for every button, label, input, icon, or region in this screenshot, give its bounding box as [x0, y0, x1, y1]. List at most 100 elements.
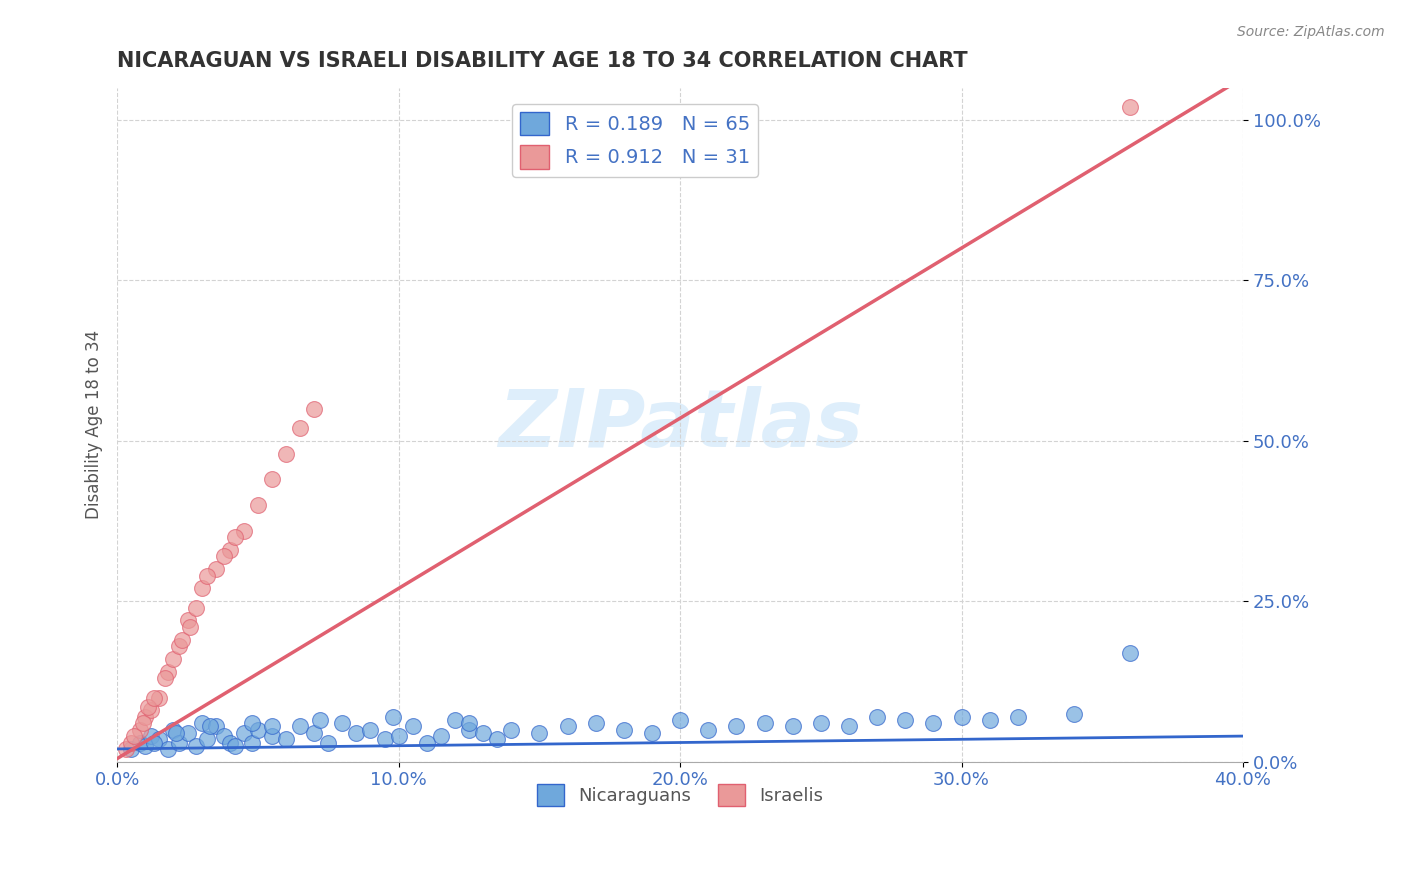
Point [148, 690, 170, 705]
Point [195, 568, 218, 582]
Point [260, 729, 283, 743]
Y-axis label: Disability Age 18 to 34: Disability Age 18 to 34 [86, 330, 103, 519]
Point [179, 620, 201, 634]
Point [894, 713, 917, 727]
Point [274, 732, 297, 747]
Point [167, 735, 190, 749]
Point [139, 703, 162, 717]
Point [1119, 100, 1142, 114]
Point [641, 726, 664, 740]
Point [134, 710, 156, 724]
Point [139, 729, 162, 743]
Point [810, 716, 832, 731]
Point [170, 632, 193, 647]
Point [153, 671, 176, 685]
Point [246, 723, 269, 737]
Point [232, 726, 254, 740]
Point [669, 713, 692, 727]
Point [382, 710, 405, 724]
Point [131, 716, 153, 731]
Point [486, 732, 509, 747]
Point [754, 716, 776, 731]
Point [240, 716, 263, 731]
Point [838, 719, 860, 733]
Point [114, 742, 136, 756]
Point [302, 726, 325, 740]
Point [302, 401, 325, 416]
Point [444, 713, 467, 727]
Point [330, 716, 353, 731]
Point [120, 735, 142, 749]
Point [156, 665, 179, 679]
Point [148, 732, 170, 747]
Point [142, 690, 165, 705]
Point [308, 713, 330, 727]
Point [950, 710, 973, 724]
Point [557, 719, 579, 733]
Point [218, 542, 240, 557]
Point [156, 742, 179, 756]
Point [402, 719, 425, 733]
Point [416, 735, 439, 749]
Point [501, 723, 523, 737]
Point [165, 726, 187, 740]
Point [288, 719, 311, 733]
Point [190, 716, 212, 731]
Point [274, 446, 297, 460]
Point [430, 729, 453, 743]
Point [260, 719, 283, 733]
Point [212, 549, 235, 564]
Point [613, 723, 636, 737]
Point [979, 713, 1001, 727]
Point [134, 739, 156, 753]
Point [782, 719, 804, 733]
Legend: Nicaraguans, Israelis: Nicaraguans, Israelis [529, 777, 831, 814]
Point [184, 739, 207, 753]
Point [232, 524, 254, 538]
Point [176, 614, 198, 628]
Point [246, 498, 269, 512]
Point [1007, 710, 1029, 724]
Point [585, 716, 607, 731]
Point [190, 582, 212, 596]
Point [866, 710, 889, 724]
Point [344, 726, 367, 740]
Point [218, 735, 240, 749]
Point [136, 700, 159, 714]
Point [1119, 646, 1142, 660]
Point [212, 729, 235, 743]
Point [122, 729, 145, 743]
Point [224, 739, 246, 753]
Point [162, 652, 184, 666]
Point [176, 726, 198, 740]
Text: Source: ZipAtlas.com: Source: ZipAtlas.com [1237, 25, 1385, 39]
Point [128, 723, 150, 737]
Point [184, 600, 207, 615]
Point [240, 735, 263, 749]
Point [360, 723, 382, 737]
Point [288, 421, 311, 435]
Point [472, 726, 495, 740]
Point [120, 742, 142, 756]
Text: ZIPatlas: ZIPatlas [498, 385, 863, 464]
Point [316, 735, 339, 749]
Point [142, 735, 165, 749]
Text: NICARAGUAN VS ISRAELI DISABILITY AGE 18 TO 34 CORRELATION CHART: NICARAGUAN VS ISRAELI DISABILITY AGE 18 … [117, 51, 967, 70]
Point [198, 719, 221, 733]
Point [725, 719, 748, 733]
Point [162, 723, 184, 737]
Point [1063, 706, 1085, 721]
Point [388, 729, 411, 743]
Point [458, 716, 481, 731]
Point [204, 562, 226, 576]
Point [224, 530, 246, 544]
Point [260, 472, 283, 486]
Point [204, 719, 226, 733]
Point [195, 732, 218, 747]
Point [374, 732, 396, 747]
Point [529, 726, 551, 740]
Point [697, 723, 720, 737]
Point [458, 723, 481, 737]
Point [167, 639, 190, 653]
Point [128, 735, 150, 749]
